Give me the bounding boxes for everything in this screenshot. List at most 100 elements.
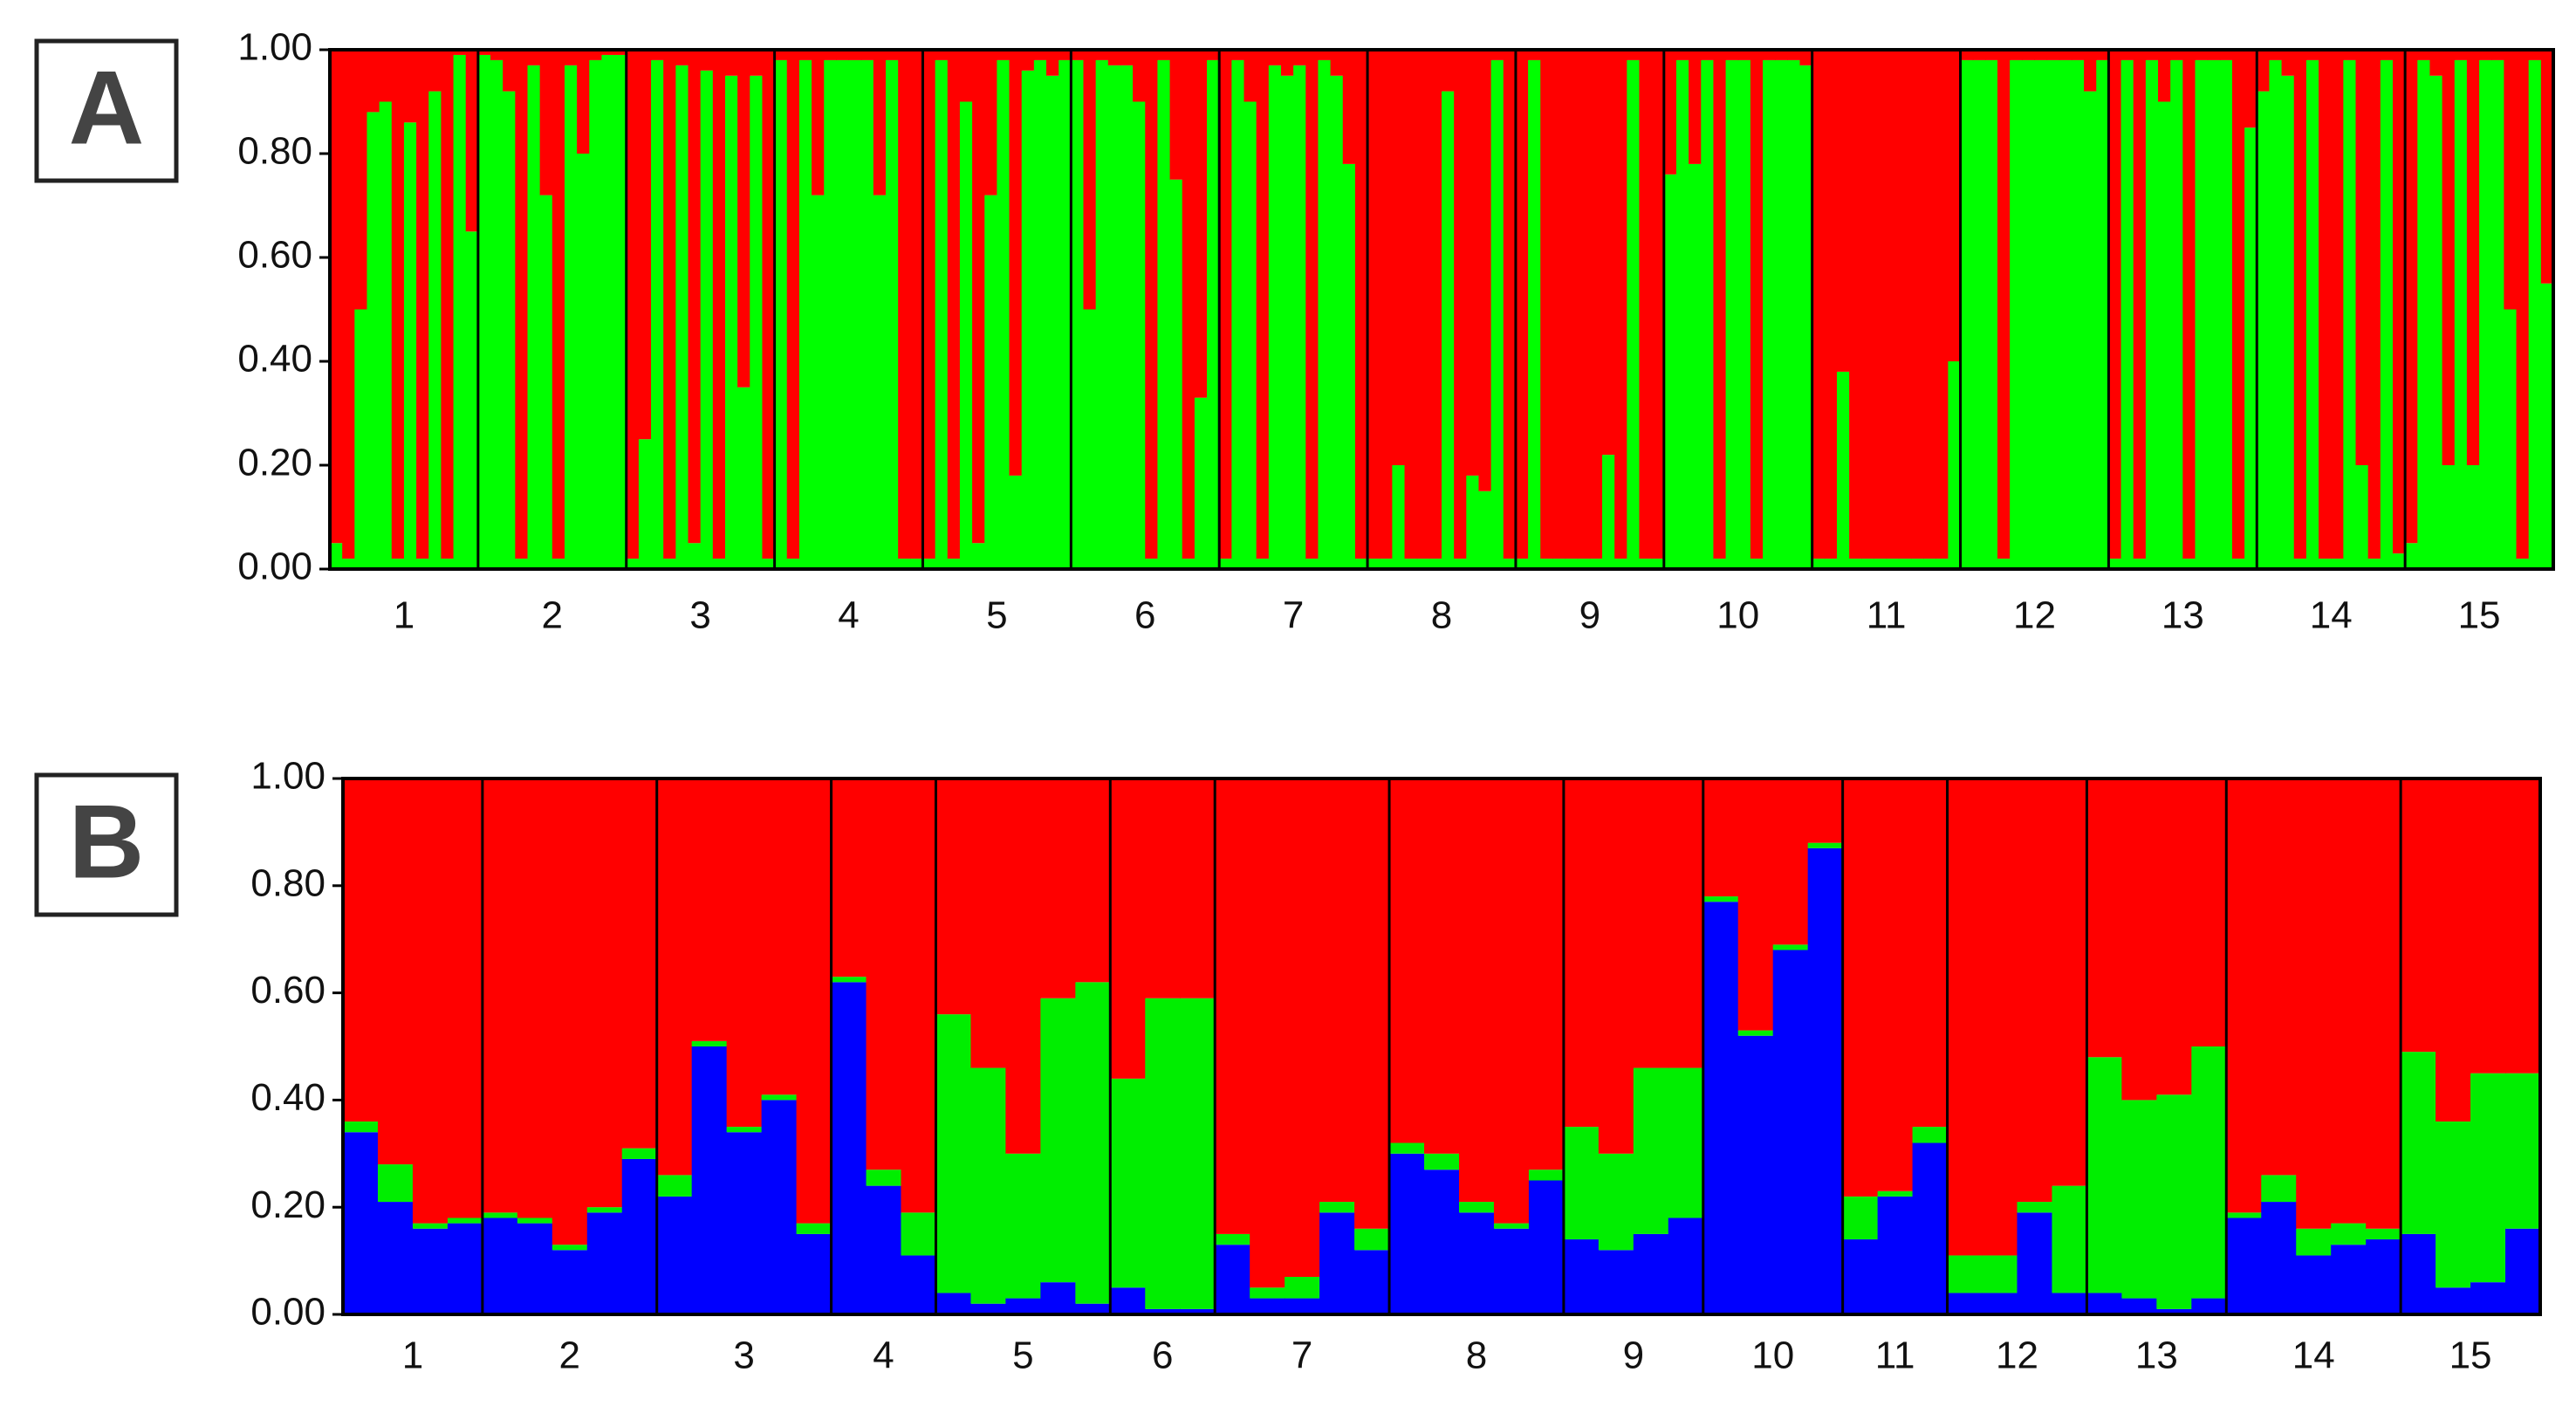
x-tick-label: 9 <box>1623 1334 1644 1377</box>
ancestry-segment <box>1120 50 1134 65</box>
ancestry-segment <box>1935 559 1949 569</box>
ancestry-segment <box>1528 50 1541 60</box>
y-tick-label: 0.40 <box>237 338 312 381</box>
ancestry-segment <box>2191 779 2227 1046</box>
ancestry-segment <box>1110 779 1146 1079</box>
ancestry-segment <box>1404 50 1418 559</box>
ancestry-segment <box>2466 465 2480 569</box>
ancestry-segment <box>886 50 899 60</box>
ancestry-segment <box>761 779 798 1095</box>
ancestry-segment <box>2120 59 2134 569</box>
ancestry-segment <box>898 50 911 559</box>
ancestry-segment <box>2121 1100 2157 1299</box>
ancestry-segment <box>2226 1218 2262 1314</box>
ancestry-segment <box>447 1218 483 1224</box>
ancestry-segment <box>1763 50 1776 60</box>
ancestry-segment <box>824 59 837 569</box>
ancestry-segment <box>2293 559 2307 569</box>
ancestry-segment <box>1627 59 1641 569</box>
ancestry-segment <box>527 50 541 65</box>
x-tick-label: 1 <box>402 1334 423 1377</box>
ancestry-segment <box>589 50 603 60</box>
ancestry-segment <box>922 559 936 569</box>
x-tick-label: 2 <box>559 1334 580 1377</box>
ancestry-segment <box>2366 1228 2401 1240</box>
ancestry-segment <box>2392 50 2406 554</box>
ancestry-segment <box>700 70 714 570</box>
ancestry-segment <box>1046 50 1059 76</box>
ancestry-segment <box>1490 50 1504 60</box>
ancestry-segment <box>1701 50 1715 60</box>
ancestry-segment <box>1997 559 2011 569</box>
ancestry-segment <box>1602 455 1615 569</box>
ancestry-segment <box>1194 397 1208 569</box>
ancestry-segment <box>656 1196 693 1314</box>
ancestry-segment <box>2442 465 2456 569</box>
x-tick-label: 8 <box>1466 1334 1487 1377</box>
ancestry-segment <box>1250 1298 1285 1314</box>
ancestry-segment <box>798 59 812 569</box>
ancestry-segment <box>726 1132 763 1314</box>
ancestry-segment <box>2442 50 2456 465</box>
ancestry-segment <box>1772 950 1809 1314</box>
ancestry-segment <box>1424 1170 1460 1314</box>
ancestry-segment <box>1021 50 1035 71</box>
ancestry-segment <box>1912 1127 1949 1143</box>
y-tick-label: 0.40 <box>250 1076 325 1119</box>
ancestry-segment <box>997 50 1011 60</box>
ancestry-segment <box>970 1303 1006 1314</box>
ancestry-segment <box>1040 779 1076 998</box>
ancestry-segment <box>873 195 887 569</box>
ancestry-segment <box>1133 50 1146 102</box>
ancestry-segment <box>1285 1277 1320 1299</box>
ancestry-segment <box>726 1127 763 1133</box>
ancestry-segment <box>1912 779 1949 1128</box>
ancestry-segment <box>910 50 924 559</box>
ancestry-segment <box>959 50 973 102</box>
ancestry-segment <box>774 59 788 569</box>
ancestry-segment <box>796 1223 832 1234</box>
ancestry-segment <box>1354 779 1390 1229</box>
ancestry-segment <box>2084 91 2097 570</box>
ancestry-segment <box>2479 50 2492 60</box>
ancestry-segment <box>1563 1127 1600 1240</box>
ancestry-segment <box>1861 50 1875 559</box>
ancestry-segment <box>959 101 973 569</box>
ancestry-segment <box>2145 59 2159 569</box>
ancestry-segment <box>860 59 874 569</box>
x-tick-label: 4 <box>838 594 859 637</box>
ancestry-segment <box>1701 59 1715 569</box>
ancestry-segment <box>343 779 379 1122</box>
ancestry-segment <box>886 59 899 569</box>
ancestry-segment <box>2195 59 2209 569</box>
ancestry-segment <box>1702 779 1739 897</box>
ancestry-segment <box>1668 1067 1704 1218</box>
ancestry-segment <box>482 1218 518 1314</box>
ancestry-segment <box>2244 50 2257 128</box>
ancestry-segment <box>1219 50 1232 559</box>
ancestry-segment <box>416 559 429 569</box>
ancestry-segment <box>2120 50 2134 60</box>
y-tick-label: 0.80 <box>237 130 312 173</box>
ancestry-segment <box>2046 59 2060 569</box>
ancestry-segment <box>1256 50 1270 559</box>
ancestry-segment <box>2281 75 2295 569</box>
ancestry-segment <box>1428 559 1442 569</box>
ancestry-segment <box>2191 1298 2227 1314</box>
ancestry-segment <box>379 50 393 102</box>
ancestry-segment <box>786 559 800 569</box>
ancestry-segment <box>1454 559 1467 569</box>
ancestry-segment <box>1493 1228 1530 1314</box>
ancestry-segment <box>1668 779 1704 1068</box>
ancestry-segment <box>1318 59 1332 569</box>
ancestry-segment <box>1389 779 1425 1143</box>
ancestry-segment <box>2145 50 2159 60</box>
ancestry-segment <box>1454 50 1467 559</box>
ancestry-segment <box>2355 465 2369 569</box>
ancestry-segment <box>1947 1293 1983 1314</box>
ancestry-segment <box>656 779 693 1176</box>
ancestry-segment <box>1005 779 1041 1154</box>
ancestry-segment <box>2170 59 2183 569</box>
ancestry-segment <box>1424 779 1460 1154</box>
